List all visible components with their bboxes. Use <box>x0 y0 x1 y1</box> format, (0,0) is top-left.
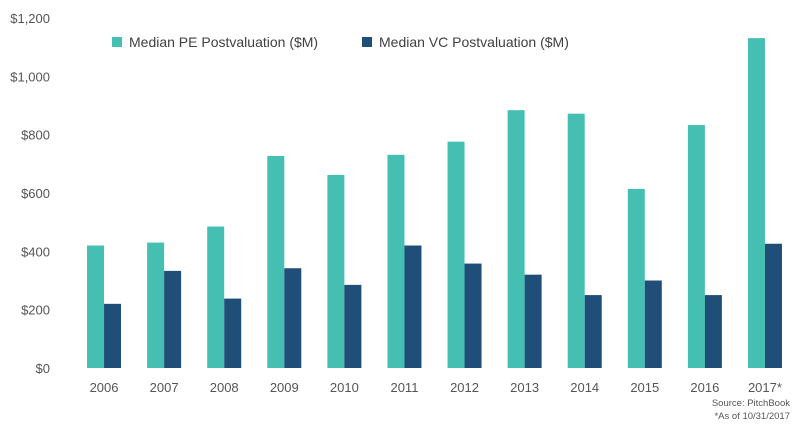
x-tick-label: 2006 <box>90 380 119 395</box>
y-tick-label: $400 <box>21 244 50 259</box>
y-tick-label: $1,000 <box>10 69 50 84</box>
x-tick-label: 2014 <box>570 380 599 395</box>
bar-pe-2009 <box>267 155 285 368</box>
bar-pe-2008 <box>207 226 225 368</box>
x-tick-label: 2011 <box>390 380 418 395</box>
as-of-note: *As of 10/31/2017 <box>714 411 790 422</box>
x-tick-label: 2007 <box>150 380 179 395</box>
bar-vc-2015 <box>644 280 662 368</box>
legend-swatch-pe <box>112 37 122 47</box>
bar-pe-2017 <box>747 38 765 368</box>
legend: Median PE Postvaluation ($M) Median VC P… <box>112 34 569 50</box>
bar-pe-2012 <box>447 141 465 368</box>
bar-vc-2012 <box>464 263 482 368</box>
y-tick-label: $600 <box>21 186 50 201</box>
x-tick-label: 2010 <box>330 380 359 395</box>
bar-vc-2011 <box>404 245 422 368</box>
bar-pe-2013 <box>507 110 525 369</box>
x-tick-label: 2015 <box>630 380 659 395</box>
x-tick-label: 2009 <box>270 380 299 395</box>
x-tick-label: 2017* <box>748 380 782 395</box>
bar-vc-2010 <box>344 284 362 368</box>
bar-vc-2006 <box>104 303 122 368</box>
bar-vc-2014 <box>584 295 602 368</box>
x-tick-label: 2012 <box>450 380 479 395</box>
bar-pe-2006 <box>87 245 105 368</box>
y-tick-label: $800 <box>21 128 50 143</box>
y-tick-label: $1,200 <box>10 11 50 26</box>
legend-label-vc: Median VC Postvaluation ($M) <box>379 34 569 50</box>
bar-vc-2016 <box>704 295 722 368</box>
legend-label-pe: Median PE Postvaluation ($M) <box>129 34 318 50</box>
bar-pe-2007 <box>147 242 165 368</box>
bar-vc-2008 <box>224 298 242 368</box>
x-tick-label: 2013 <box>510 380 539 395</box>
bars <box>87 38 782 369</box>
bar-vc-2009 <box>284 268 302 368</box>
bar-vc-2017 <box>764 243 782 368</box>
legend-swatch-vc <box>362 37 372 47</box>
bar-pe-2015 <box>627 188 645 368</box>
bar-pe-2010 <box>327 174 345 368</box>
bar-pe-2011 <box>387 154 405 368</box>
y-axis-ticks: $0 $200 $400 $600 $800 $1,000 $1,200 <box>10 11 50 376</box>
source-note: Source: PitchBook <box>711 398 790 409</box>
x-axis-ticks: 2006 2007 2008 2009 2010 2011 2012 2013 2014 2015… <box>90 380 782 395</box>
y-tick-label: $0 <box>36 361 50 376</box>
x-tick-label: 2016 <box>690 380 719 395</box>
bar-vc-2013 <box>524 274 542 368</box>
y-tick-label: $200 <box>21 303 50 318</box>
bar-pe-2016 <box>687 125 705 369</box>
bar-pe-2014 <box>567 113 585 369</box>
bar-vc-2007 <box>164 270 182 368</box>
x-tick-label: 2008 <box>210 380 239 395</box>
